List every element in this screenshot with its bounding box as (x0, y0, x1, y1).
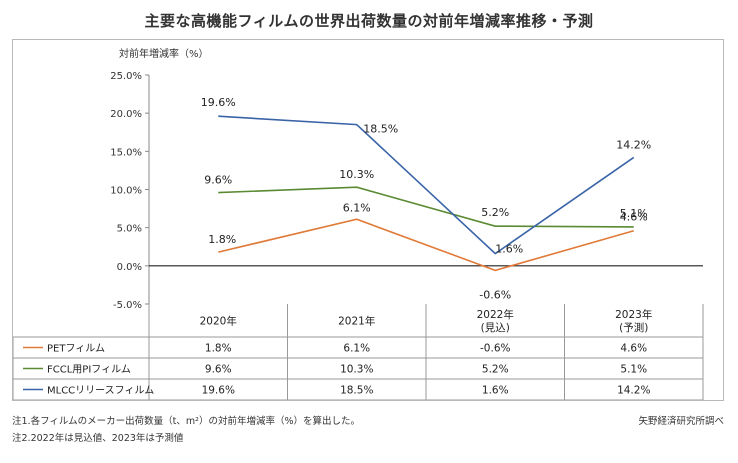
line-chart: 対前年増減率（%） -5.0% 0.0% 5.0% 10.0% 15.0% 20.0% 25.… (13, 47, 704, 400)
table-cell: 1.8% (205, 343, 232, 355)
x-category-label: 2022年(見込) (477, 308, 514, 334)
data-label: 18.5% (363, 123, 398, 136)
legend-label: PETフィルム (47, 343, 105, 355)
x-category-label: 2023年(予測) (615, 308, 652, 334)
chart-frame: 対前年増減率（%） -5.0% 0.0% 5.0% 10.0% 15.0% 20.0% 25.… (12, 39, 724, 401)
y-tick-label: -5.0% (113, 300, 142, 311)
data-label: 9.6% (204, 174, 232, 187)
table-cell: 5.2% (482, 364, 509, 376)
data-label: 5.2% (481, 206, 509, 219)
table-cell: 14.2% (617, 385, 650, 397)
footnote-2: 注2.2022年は見込値、2023年は予測値 (12, 433, 184, 444)
table-cell: 9.6% (205, 364, 232, 376)
y-tick-label: 15.0% (110, 147, 142, 158)
table-cell: 5.1% (620, 364, 647, 376)
table-cell: 19.6% (202, 385, 235, 397)
data-label: 14.2% (616, 138, 651, 151)
data-label: 1.6% (495, 243, 523, 256)
series-line (218, 218, 634, 272)
data-label: 10.3% (339, 168, 374, 181)
data-label: 6.1% (343, 201, 371, 214)
data-label: 1.8% (208, 233, 236, 246)
table-cell: 10.3% (340, 364, 373, 376)
y-tick-label: 5.0% (117, 224, 142, 235)
legend-label: MLCCリリースフィルム (47, 385, 154, 397)
y-tick-label: 10.0% (110, 186, 142, 197)
table-cell: -0.6% (480, 343, 510, 355)
x-category-label: 2020年 (200, 315, 237, 328)
source-credit: 矢野経済研究所調べ (638, 416, 724, 427)
table-cell: 18.5% (340, 385, 373, 397)
footnote-1: 注1.各フィルムのメーカー出荷数量（t、m²）の対前年増減率（%）を算出した。 (12, 416, 360, 427)
y-tick-label: 20.0% (110, 109, 142, 120)
data-label: -0.6% (479, 288, 511, 301)
chart-title: 主要な高機能フィルムの世界出荷数量の対前年増減率推移・予測 (144, 12, 594, 30)
data-label: 5.1% (620, 207, 648, 220)
series-line (218, 186, 634, 228)
legend-label: FCCL用PIフィルム (47, 364, 131, 376)
table-cell: 4.6% (620, 343, 647, 355)
y-tick-label: 25.0% (110, 71, 142, 82)
data-label: 4.6% (620, 211, 648, 224)
table-cell: 1.6% (482, 385, 509, 397)
data-label: 19.6% (201, 96, 236, 109)
series-line (218, 115, 635, 255)
table-cell: 6.1% (343, 343, 370, 355)
y-tick-label: 0.0% (117, 262, 142, 273)
y-axis-label: 対前年増減率（%） (119, 47, 209, 60)
x-category-label: 2021年 (338, 315, 375, 328)
